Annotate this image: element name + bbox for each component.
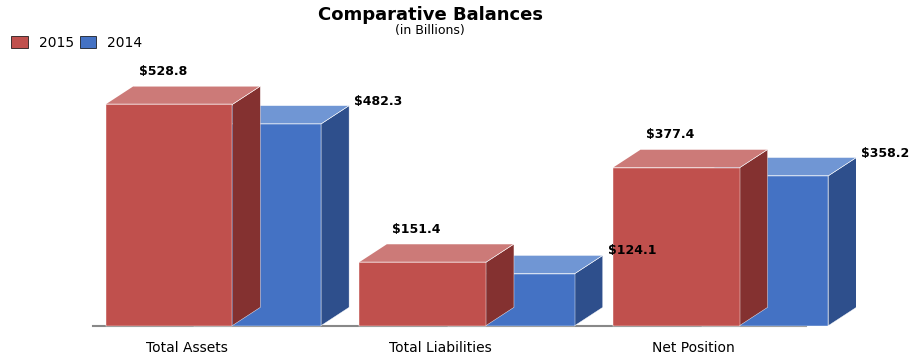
Polygon shape <box>486 244 514 325</box>
Polygon shape <box>828 157 856 325</box>
Polygon shape <box>575 256 603 325</box>
Text: Comparative Balances: Comparative Balances <box>318 6 542 24</box>
Polygon shape <box>613 150 768 168</box>
Text: (in Billions): (in Billions) <box>395 24 465 37</box>
Polygon shape <box>321 106 349 325</box>
Polygon shape <box>359 262 486 325</box>
Text: $377.4: $377.4 <box>645 129 694 142</box>
Text: $151.4: $151.4 <box>392 223 441 236</box>
Text: $528.8: $528.8 <box>139 65 187 78</box>
Polygon shape <box>194 106 349 124</box>
Polygon shape <box>448 256 603 274</box>
Polygon shape <box>106 86 260 104</box>
Polygon shape <box>448 274 575 325</box>
Polygon shape <box>233 86 260 325</box>
Text: Net Position: Net Position <box>653 341 735 355</box>
Text: $358.2: $358.2 <box>862 147 909 160</box>
Polygon shape <box>702 176 828 325</box>
Polygon shape <box>106 104 233 325</box>
Text: $482.3: $482.3 <box>354 95 403 108</box>
Text: Total Assets: Total Assets <box>145 341 227 355</box>
Text: $124.1: $124.1 <box>608 244 656 257</box>
Text: Total Liabilities: Total Liabilities <box>389 341 491 355</box>
Polygon shape <box>740 150 768 325</box>
Polygon shape <box>702 157 856 176</box>
Polygon shape <box>359 244 514 262</box>
Polygon shape <box>194 124 321 325</box>
Legend: 2015, 2014: 2015, 2014 <box>11 36 142 50</box>
Polygon shape <box>613 168 740 325</box>
